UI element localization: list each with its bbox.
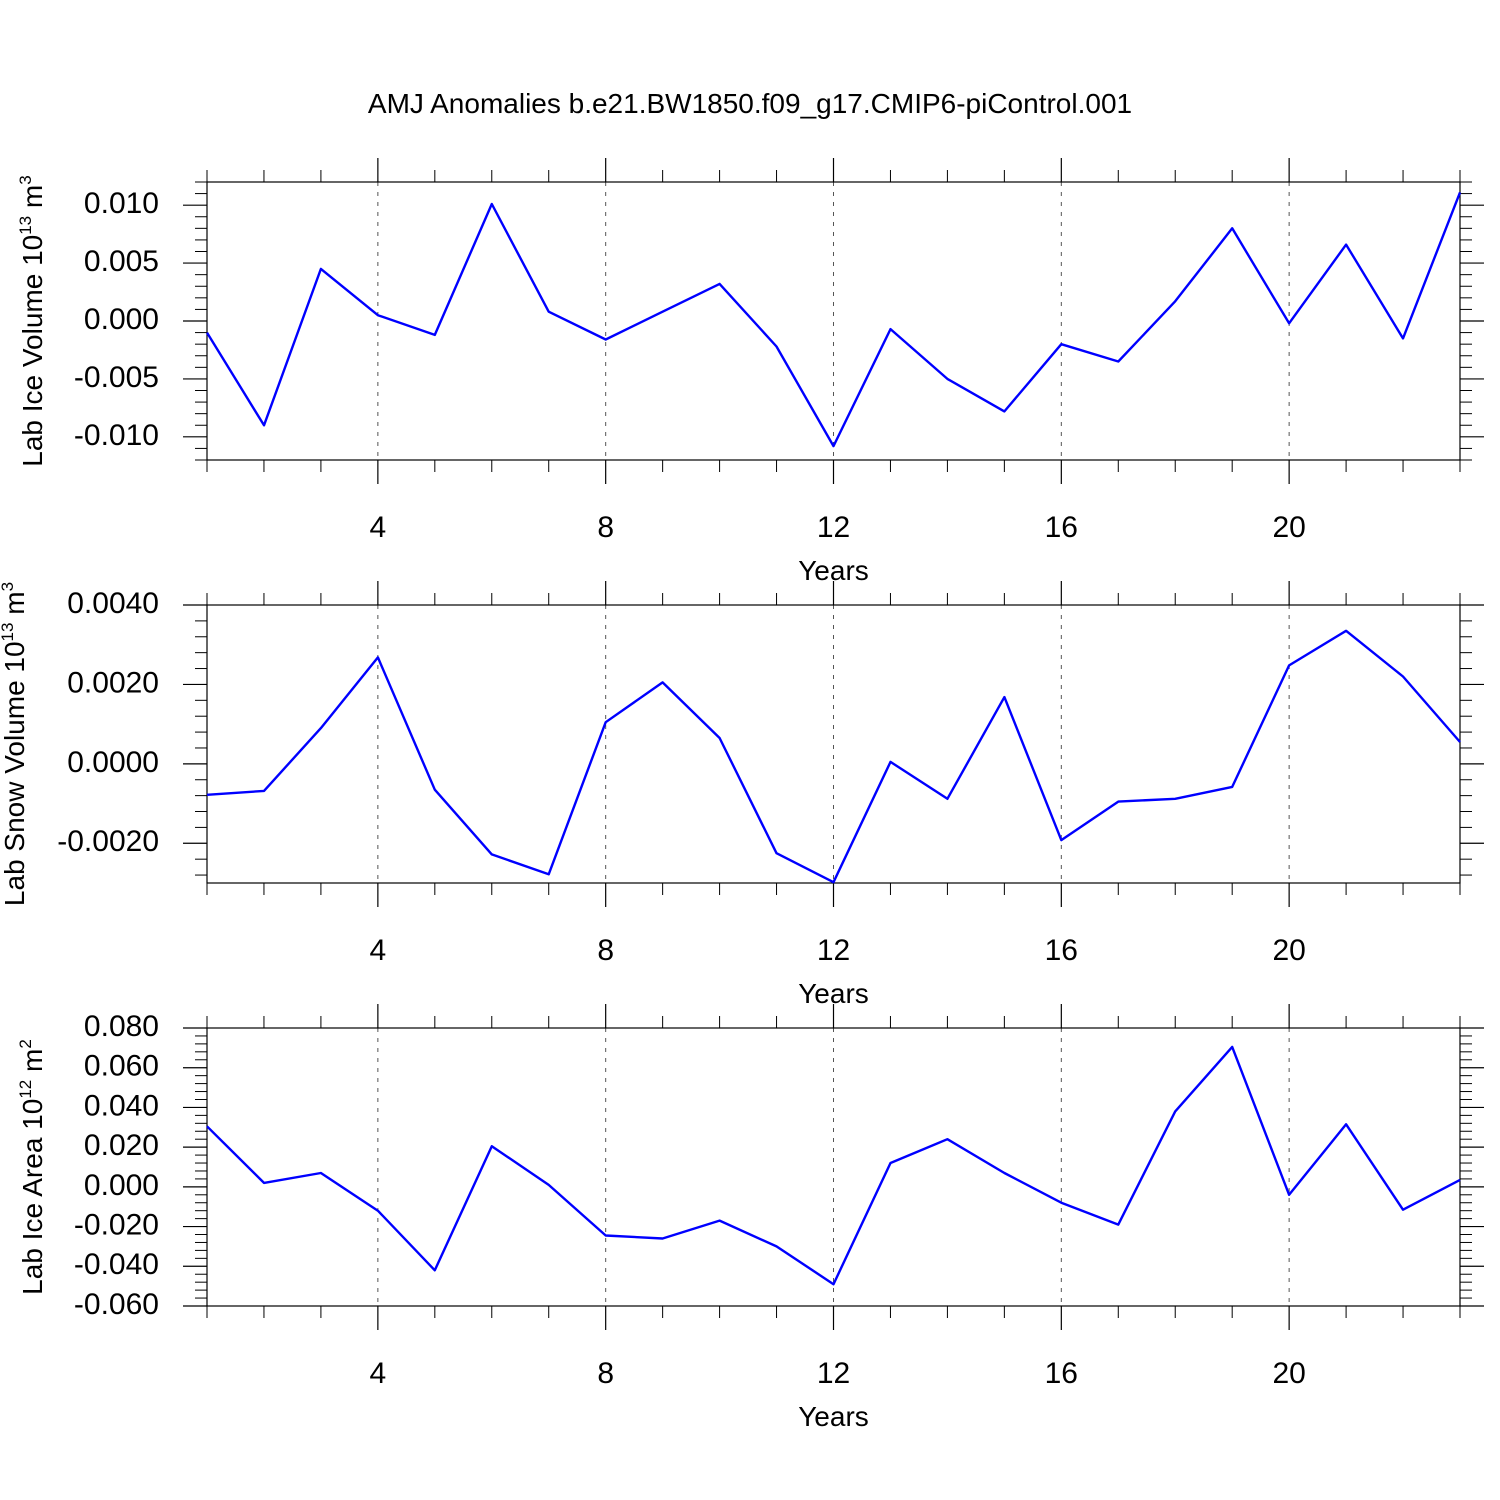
y-axis-title: Lab Ice Area 1012 m2 xyxy=(16,1039,48,1295)
series-line xyxy=(205,191,1462,448)
y-tick-label: 0.0020 xyxy=(67,666,159,699)
x-tick-label: 16 xyxy=(1045,511,1078,544)
x-tick-label: 12 xyxy=(817,934,850,967)
y-tick-label: -0.005 xyxy=(74,361,159,394)
y-tick-label: 0.040 xyxy=(84,1089,159,1122)
panel-2: -0.0020 0.0000 0.0020 0.0040 4 8 12 16 20 Years La… xyxy=(0,581,1484,1009)
y-tick-label: 0.020 xyxy=(84,1129,159,1162)
y-tick-label: 0.0040 xyxy=(67,587,159,620)
x-tick-label: 12 xyxy=(817,1357,850,1390)
x-tick-label: 12 xyxy=(817,511,850,544)
series-line xyxy=(206,1045,1461,1286)
x-tick-label: 4 xyxy=(370,934,387,967)
x-tick-label: 20 xyxy=(1272,934,1305,967)
x-axis-title: Years xyxy=(798,555,869,586)
x-tick-label: 8 xyxy=(597,511,614,544)
y-axis-title: Lab Ice Volume 1013 m3 xyxy=(16,175,48,466)
y-tick-label: -0.040 xyxy=(74,1248,159,1281)
panel-3: -0.060 -0.040 -0.020 0.000 0.020 0.040 0.060 0.… xyxy=(16,1004,1484,1432)
y-tick-label: 0.000 xyxy=(84,303,159,336)
chart-title: AMJ Anomalies b.e21.BW1850.f09_g17.CMIP6… xyxy=(367,88,1133,119)
x-tick-label: 16 xyxy=(1045,1357,1078,1390)
x-tick-label: 20 xyxy=(1272,1357,1305,1390)
y-tick-label: 0.005 xyxy=(84,245,159,278)
y-tick-label: -0.020 xyxy=(74,1208,159,1241)
y-tick-label: 0.060 xyxy=(84,1050,159,1083)
x-tick-label: 8 xyxy=(597,934,614,967)
y-tick-label: 0.080 xyxy=(84,1010,159,1043)
y-tick-label: 0.010 xyxy=(84,187,159,220)
y-tick-label: -0.0020 xyxy=(57,825,159,858)
x-tick-label: 16 xyxy=(1045,934,1078,967)
x-tick-label: 8 xyxy=(597,1357,614,1390)
y-axis-title: Lab Snow Volume 1013 m3 xyxy=(0,582,30,906)
x-tick-label: 20 xyxy=(1272,511,1305,544)
y-tick-label: -0.060 xyxy=(74,1288,159,1321)
y-tick-label: 0.0000 xyxy=(67,746,159,779)
panel-1: -0.010 -0.005 0.000 0.005 0.010 4 8 12 16 20 Years… xyxy=(16,158,1484,586)
x-axis-title: Years xyxy=(798,1401,869,1432)
x-tick-label: 4 xyxy=(370,1357,387,1390)
x-axis-title: Years xyxy=(798,978,869,1009)
y-tick-label: -0.010 xyxy=(74,419,159,452)
x-tick-label: 4 xyxy=(370,511,387,544)
y-tick-label: 0.000 xyxy=(84,1169,159,1202)
